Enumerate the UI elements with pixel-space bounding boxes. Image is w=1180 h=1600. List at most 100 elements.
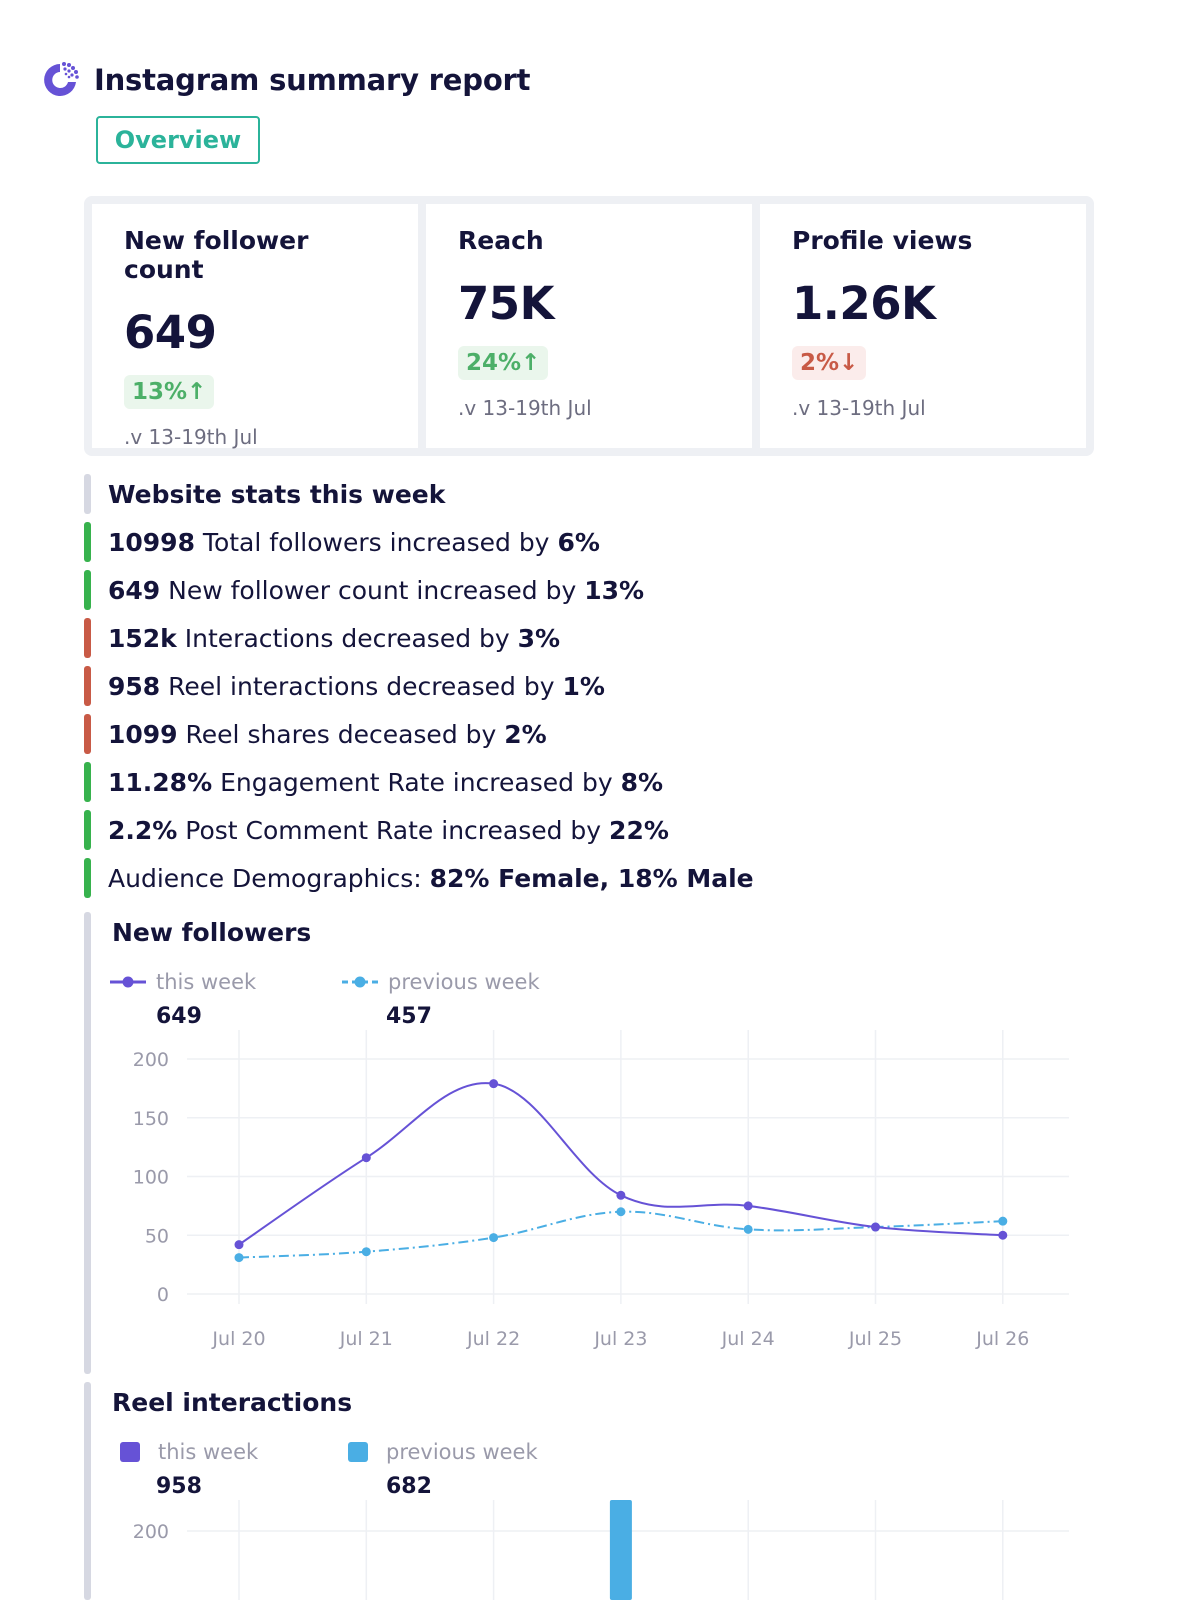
y-tick-label: 50 xyxy=(145,1225,169,1247)
kpi-compare-period: .v 13-19th Jul xyxy=(458,396,592,420)
stat-desc: Audience Demographics: xyxy=(108,863,430,893)
data-point[interactable] xyxy=(489,1233,499,1243)
y-tick-label: 0 xyxy=(157,1284,169,1306)
legend-label: this week xyxy=(158,1440,259,1464)
stat-desc: Engagement Rate increased by xyxy=(212,767,621,797)
data-point[interactable] xyxy=(743,1201,753,1211)
section-title: New followers xyxy=(112,918,312,947)
stat-text: 152k Interactions decreased by 3% xyxy=(108,624,560,653)
legend-value: 958 xyxy=(156,1474,202,1499)
data-point[interactable] xyxy=(616,1207,626,1217)
stat-desc: Total followers increased by xyxy=(194,527,558,557)
data-point[interactable] xyxy=(871,1222,880,1232)
stat-indicator xyxy=(84,810,91,850)
stat-desc: Post Comment Rate increased by xyxy=(177,815,610,845)
kpi-title: Reach xyxy=(458,226,544,255)
legend-label: previous week xyxy=(386,1440,538,1464)
legend-label: previous week xyxy=(388,970,540,994)
data-point[interactable] xyxy=(998,1216,1008,1226)
new-followers-section: New followers this week 649 previous wee… xyxy=(84,912,1094,1374)
stat-lead: 11.28% xyxy=(108,767,213,797)
stat-row: 958 Reel interactions decreased by 1% xyxy=(84,662,754,710)
stat-row: 152k Interactions decreased by 3% xyxy=(84,614,754,662)
stat-text: 958 Reel interactions decreased by 1% xyxy=(108,672,605,701)
data-point[interactable] xyxy=(616,1190,626,1200)
y-tick-label: 100 xyxy=(133,1167,169,1189)
stat-pct: 2% xyxy=(504,719,547,749)
stat-pct: 22% xyxy=(609,815,669,845)
stat-pct: 8% xyxy=(620,767,664,797)
stat-desc: Reel interactions decreased by xyxy=(160,671,563,701)
legend-previous-week[interactable]: previous week xyxy=(348,1440,538,1464)
logo-icon xyxy=(44,62,79,96)
kpi-title: Profile views xyxy=(792,226,973,255)
stat-lead: 10998 xyxy=(108,527,195,557)
section-indicator xyxy=(84,912,91,1374)
stat-text: 1099 Reel shares deceased by 2% xyxy=(108,720,547,749)
y-tick-label: 150 xyxy=(133,1108,169,1130)
data-point[interactable] xyxy=(743,1224,753,1234)
x-tick-label: Jul 26 xyxy=(975,1328,1029,1350)
stat-lead: 152k xyxy=(108,623,177,653)
stats-heading: Website stats this week xyxy=(108,479,446,509)
line-marker-icon xyxy=(110,976,146,988)
stat-text: 10998 Total followers increased by 6% xyxy=(108,528,600,557)
kpi-value: 75K xyxy=(458,277,555,330)
x-tick-label: Jul 23 xyxy=(593,1328,647,1350)
legend-previous-week[interactable]: previous week xyxy=(342,970,540,994)
kpi-compare-period: .v 13-19th Jul xyxy=(124,425,258,449)
data-point[interactable] xyxy=(361,1247,371,1257)
kpi-compare-period: .v 13-19th Jul xyxy=(792,396,926,420)
stat-indicator xyxy=(84,618,91,658)
stat-indicator xyxy=(84,858,91,898)
x-tick-label: Jul 21 xyxy=(339,1328,393,1350)
reel-interactions-bar-chart: 200 xyxy=(133,1500,1069,1600)
stat-row: Audience Demographics: 82% Female, 18% M… xyxy=(84,854,754,902)
stat-desc: New follower count increased by xyxy=(160,575,585,605)
kpi-change-badge: 2%↓ xyxy=(792,346,867,380)
x-tick-label: Jul 25 xyxy=(848,1328,902,1350)
page-title: Instagram summary report xyxy=(94,63,531,97)
data-point[interactable] xyxy=(361,1153,371,1163)
stat-pct: 3% xyxy=(517,623,561,653)
data-point[interactable] xyxy=(489,1079,499,1089)
stat-lead: 958 xyxy=(108,671,161,701)
legend-this-week[interactable]: this week xyxy=(110,970,256,994)
stat-row: 649 New follower count increased by 13% xyxy=(84,566,754,614)
stat-indicator xyxy=(84,522,91,562)
legend-label: this week xyxy=(156,970,257,994)
x-tick-label: Jul 22 xyxy=(466,1328,520,1350)
stat-lead: 1099 xyxy=(108,719,178,749)
overview-button[interactable]: Overview xyxy=(96,116,260,164)
stat-indicator xyxy=(84,762,91,802)
stat-row: 10998 Total followers increased by 6% xyxy=(84,518,754,566)
stat-desc: Reel shares deceased by xyxy=(177,719,505,749)
legend-value: 682 xyxy=(386,1474,432,1499)
stat-text: 2.2% Post Comment Rate increased by 22% xyxy=(108,816,669,845)
stat-text: 649 New follower count increased by 13% xyxy=(108,576,644,605)
y-tick-label: 200 xyxy=(133,1521,169,1543)
stat-lead: 2.2% xyxy=(108,815,178,845)
stat-text: Audience Demographics: 82% Female, 18% M… xyxy=(108,864,754,893)
square-marker-icon xyxy=(120,1442,140,1462)
kpi-card-profile-views: Profile views 1.26K 2%↓ .v 13-19th Jul xyxy=(760,204,1086,448)
data-point[interactable] xyxy=(234,1240,244,1250)
legend-value: 457 xyxy=(386,1004,432,1029)
stat-desc: Interactions decreased by xyxy=(176,623,518,653)
bar-previous-week[interactable] xyxy=(609,1500,632,1600)
stat-indicator xyxy=(84,474,91,514)
data-point[interactable] xyxy=(998,1230,1008,1240)
stat-pct: 82% Female, 18% Male xyxy=(429,863,754,893)
stat-row: 2.2% Post Comment Rate increased by 22% xyxy=(84,806,754,854)
square-marker-icon xyxy=(348,1442,368,1462)
kpi-value: 1.26K xyxy=(792,277,936,330)
x-tick-label: Jul 24 xyxy=(721,1328,775,1350)
new-followers-line-chart: Jul 20 Jul 21 Jul 22 Jul 23 Jul 24 Jul 25 Jul … xyxy=(133,1030,1069,1350)
website-stats: Website stats this week 10998 Total foll… xyxy=(84,470,754,902)
data-point[interactable] xyxy=(234,1253,244,1263)
section-title: Reel interactions xyxy=(112,1388,353,1417)
stats-heading-row: Website stats this week xyxy=(84,470,754,518)
legend-this-week[interactable]: this week xyxy=(120,1440,258,1464)
kpi-value: 649 xyxy=(124,306,217,359)
kpi-change-badge: 13%↑ xyxy=(124,375,215,409)
